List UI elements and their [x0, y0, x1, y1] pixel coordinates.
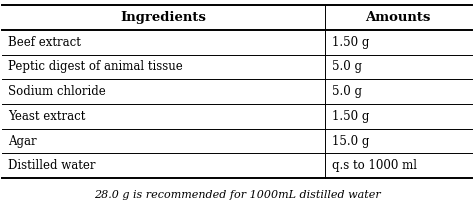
Text: Distilled water: Distilled water: [8, 159, 96, 172]
Text: Beef extract: Beef extract: [8, 36, 81, 49]
Text: 1.50 g: 1.50 g: [332, 36, 369, 49]
Text: 5.0 g: 5.0 g: [332, 85, 362, 98]
Text: Ingredients: Ingredients: [120, 11, 207, 24]
Text: Yeast extract: Yeast extract: [8, 110, 85, 123]
Text: Agar: Agar: [8, 135, 36, 148]
Text: Sodium chloride: Sodium chloride: [8, 85, 106, 98]
Text: q.s to 1000 ml: q.s to 1000 ml: [332, 159, 417, 172]
Text: 1.50 g: 1.50 g: [332, 110, 369, 123]
Text: 28.0 g is recommended for 1000mL distilled water: 28.0 g is recommended for 1000mL distill…: [94, 190, 380, 200]
Text: Amounts: Amounts: [365, 11, 431, 24]
Text: Peptic digest of animal tissue: Peptic digest of animal tissue: [8, 60, 183, 74]
Text: 5.0 g: 5.0 g: [332, 60, 362, 74]
Text: 15.0 g: 15.0 g: [332, 135, 369, 148]
